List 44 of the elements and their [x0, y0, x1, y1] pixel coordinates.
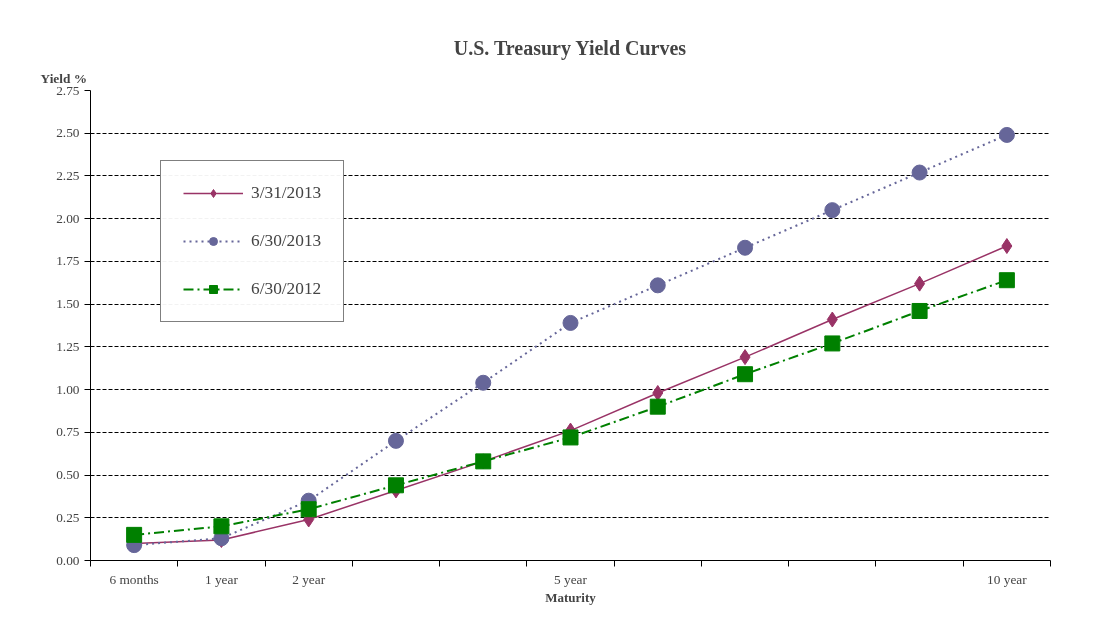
point — [911, 164, 928, 181]
legend-label: 6/30/2013 — [251, 231, 322, 251]
point — [387, 432, 404, 449]
point — [1001, 238, 1013, 255]
point — [998, 272, 1015, 289]
point — [649, 277, 666, 294]
y-tick-label: 0.25 — [56, 509, 80, 525]
point — [998, 126, 1015, 143]
point — [737, 239, 754, 256]
y-tick-label: 2.25 — [56, 167, 80, 183]
y-tick-label: 1.25 — [56, 338, 80, 354]
y-tick-label: 1.50 — [56, 296, 80, 312]
point — [824, 335, 841, 352]
y-tick-label: 2.00 — [56, 210, 80, 226]
x-tick-label: 2 year — [292, 571, 326, 587]
chart-title: U.S. Treasury Yield Curves — [453, 36, 687, 60]
y-tick-label: 0.50 — [56, 467, 80, 483]
legend-label: 3/31/2013 — [251, 183, 322, 203]
x-tick-label: 5 year — [554, 571, 588, 587]
y-tick-label: 0.75 — [56, 424, 80, 440]
point — [126, 526, 143, 543]
x-tick-label: 6 months — [109, 571, 159, 587]
point — [562, 429, 579, 446]
point — [652, 385, 664, 402]
point — [649, 398, 666, 415]
point — [911, 302, 928, 319]
point — [826, 311, 838, 328]
point — [737, 366, 754, 383]
y-tick-label: 2.50 — [56, 125, 80, 141]
point — [562, 314, 579, 331]
point — [387, 477, 404, 494]
point — [300, 501, 317, 518]
point — [213, 518, 230, 535]
point — [824, 202, 841, 219]
point — [739, 349, 751, 366]
x-tick-label: 10 year — [987, 571, 1028, 587]
x-axis-title: Maturity — [545, 589, 597, 605]
y-tick-label: 1.00 — [56, 381, 80, 397]
y-tick-label: 1.75 — [56, 253, 80, 269]
point — [914, 275, 926, 292]
y-tick-label: 0.00 — [56, 552, 80, 568]
x-tick-label: 1 year — [204, 571, 239, 587]
point — [475, 374, 492, 391]
legend-label: 6/30/2012 — [251, 279, 322, 299]
